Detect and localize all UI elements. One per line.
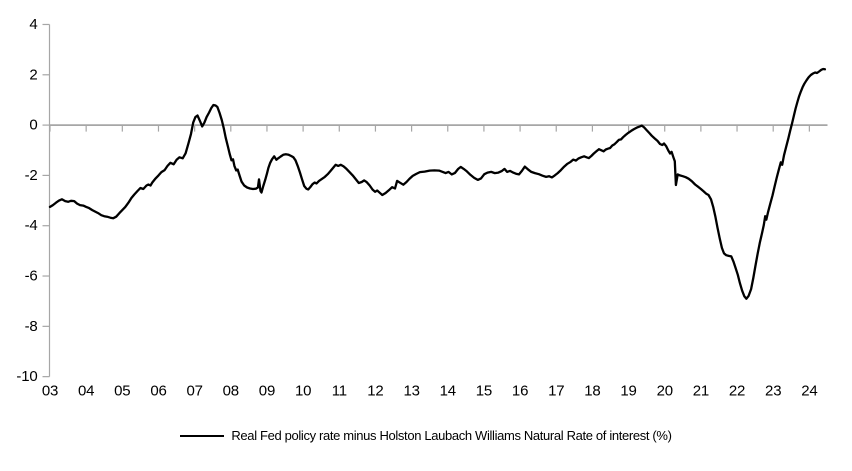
x-tick-label: 06 <box>150 383 166 400</box>
y-tick-label: 0 <box>29 117 37 134</box>
y-tick-label: -6 <box>25 268 38 285</box>
x-tick-label: 20 <box>657 383 673 400</box>
x-tick-label: 24 <box>801 383 817 400</box>
x-tick-label: 09 <box>259 383 275 400</box>
x-tick-label: 17 <box>548 383 564 400</box>
chart-legend: Real Fed policy rate minus Holston Lauba… <box>0 428 852 443</box>
x-tick-label: 19 <box>620 383 636 400</box>
legend-label: Real Fed policy rate minus Holston Lauba… <box>231 428 672 443</box>
x-tick-label: 04 <box>78 383 94 400</box>
y-tick-label: 4 <box>29 16 37 33</box>
x-tick-label: 08 <box>223 383 239 400</box>
y-tick-label: -10 <box>16 368 37 385</box>
x-tick-label: 07 <box>186 383 202 400</box>
x-tick-label: 15 <box>476 383 492 400</box>
legend-line-swatch <box>180 434 225 437</box>
y-tick-label: 2 <box>29 66 37 83</box>
y-tick-label: -8 <box>25 318 38 335</box>
x-tick-label: 12 <box>367 383 383 400</box>
y-tick-label: -4 <box>25 217 38 234</box>
x-tick-label: 10 <box>295 383 311 400</box>
x-tick-label: 21 <box>693 383 709 400</box>
x-tick-label: 16 <box>512 383 528 400</box>
x-tick-label: 13 <box>403 383 419 400</box>
x-tick-label: 05 <box>114 383 130 400</box>
x-tick-label: 18 <box>584 383 600 400</box>
x-tick-label: 14 <box>440 383 456 400</box>
x-tick-label: 03 <box>42 383 58 400</box>
x-tick-label: 22 <box>729 383 745 400</box>
y-tick-label: -2 <box>25 167 38 184</box>
data-line-series <box>48 67 827 300</box>
x-tick-label: 23 <box>765 383 781 400</box>
x-tick-label: 11 <box>332 383 347 400</box>
